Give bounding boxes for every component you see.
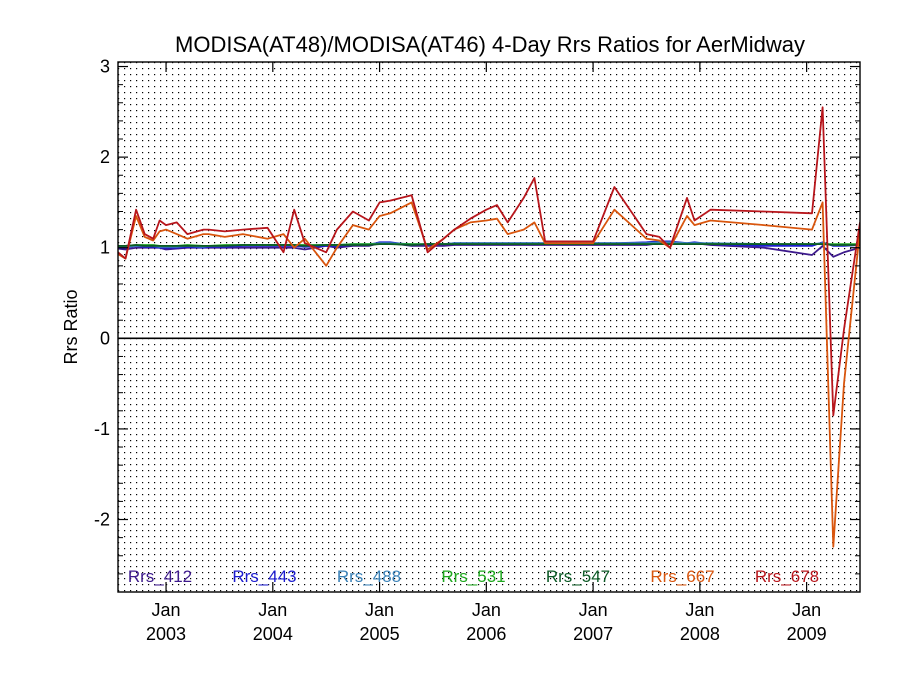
x-tick-label-year: 2004 (253, 624, 293, 644)
legend-entry-rrs-531: Rrs_531 (441, 567, 505, 586)
x-tick-label-year: 2003 (146, 624, 186, 644)
y-tick-label: -1 (94, 419, 110, 439)
x-tick-label-year: 2005 (360, 624, 400, 644)
legend-entry-rrs-412: Rrs_412 (128, 567, 192, 586)
x-tick-label-year: 2008 (680, 624, 720, 644)
chart-title: MODISA(AT48)/MODISA(AT46) 4-Day Rrs Rati… (175, 32, 805, 57)
legend: Rrs_412 Rrs_443 Rrs_488 Rrs_531 Rrs_547 Rrs_6… (128, 567, 819, 586)
y-tick-label: 1 (100, 238, 110, 258)
x-tick-label-month: Jan (365, 600, 394, 620)
legend-entry-rrs-547: Rrs_547 (546, 567, 610, 586)
x-tick-label-month: Jan (579, 600, 608, 620)
plot-grid-background (118, 62, 860, 592)
series-line-rrs-547 (118, 243, 860, 247)
series-line-rrs-678 (118, 106, 860, 417)
x-tick-label-month: Jan (685, 600, 714, 620)
y-tick-label: 3 (100, 57, 110, 77)
plot-frame (117, 61, 861, 593)
legend-entry-rrs-667: Rrs_667 (650, 567, 714, 586)
x-tick-label-month: Jan (792, 600, 821, 620)
y-axis: -2 -1 0 1 2 3 (94, 57, 860, 593)
y-axis-label: Rrs Ratio (61, 289, 81, 364)
legend-entry-rrs-443: Rrs_443 (232, 567, 296, 586)
legend-entry-rrs-678: Rrs_678 (755, 567, 819, 586)
x-tick-label-month: Jan (258, 600, 287, 620)
x-tick-label-year: 2007 (573, 624, 613, 644)
series-lines (118, 106, 860, 548)
legend-entry-rrs-488: Rrs_488 (337, 567, 401, 586)
x-tick-label-year: 2009 (787, 624, 827, 644)
y-tick-label: 2 (100, 147, 110, 167)
x-axis: Jan 2003 Jan 2004 Jan 2005 Jan 2006 Jan 2007 Jan 20… (146, 62, 827, 644)
x-tick-label-month: Jan (152, 600, 181, 620)
x-tick-label-year: 2006 (466, 624, 506, 644)
x-tick-label-month: Jan (472, 600, 501, 620)
y-tick-label: -2 (94, 510, 110, 530)
y-tick-label: 0 (100, 328, 110, 348)
